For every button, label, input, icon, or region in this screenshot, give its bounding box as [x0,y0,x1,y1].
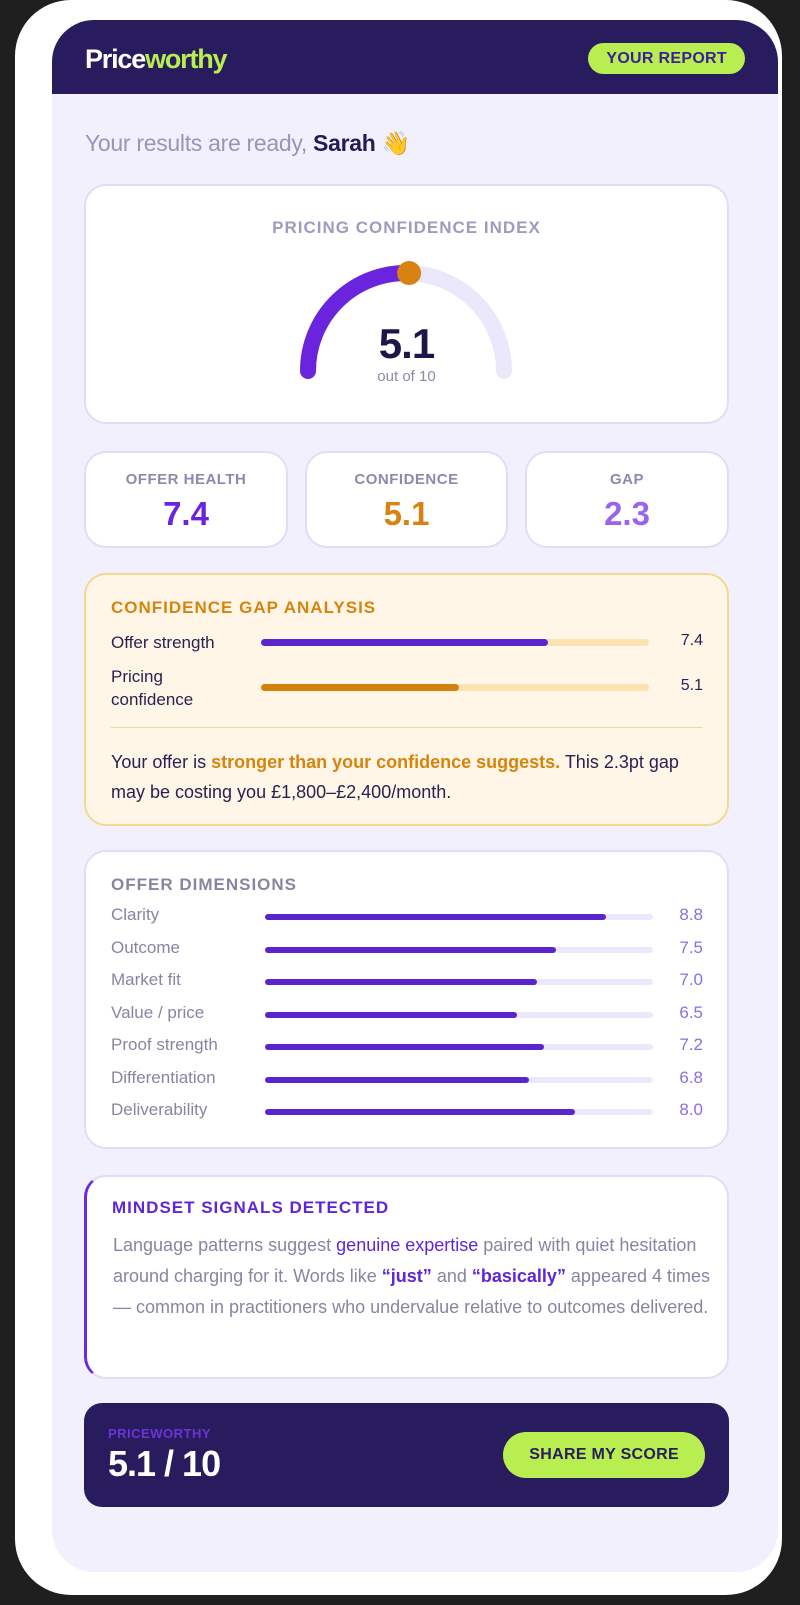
phone-frame: Priceworthy YOUR REPORT Your results are… [15,0,782,1595]
gap-divider [111,727,703,728]
dimension-value: 8.8 [679,905,703,924]
dimension-bar-fill [265,1109,576,1115]
gap-bar-fill [261,684,459,691]
dimension-bar-fill [265,914,607,920]
dimension-value: 7.5 [679,937,703,957]
share-my-score-button[interactable]: SHARE MY SCORE [503,1432,705,1478]
footer-brand: PRICEWORTHY [108,1426,211,1441]
gap-row-label: Pricing confidence [111,667,194,709]
stat-label: CONFIDENCE [354,471,459,488]
priceworthy-logo: Priceworthy [85,44,228,75]
dimension-label: Value / price [111,1002,205,1022]
dimension-bar-track [265,1076,653,1083]
stat-label: GAP [609,471,644,488]
stat-gap: GAP 2.3 [525,451,729,548]
offer-dimensions-card: OFFER DIMENSIONS Clarity 8.8 Outcome 7.5 Mar… [84,850,729,1149]
stat-confidence: CONFIDENCE 5.1 [305,451,508,548]
gap-bar-track [261,639,649,646]
dimension-value: 7.0 [679,970,703,989]
greeting: Your results are ready, Sarah 👋 [85,130,410,157]
mindset-quote: “basically” [471,1266,566,1286]
mindset-text: and [431,1266,472,1286]
pci-score: 5.1 [378,320,435,367]
dimension-value: 7.2 [679,1035,703,1054]
mindset-signals-card: MINDSET SIGNALS DETECTED Language patter… [84,1175,729,1379]
dimension-bar-fill [265,1076,529,1083]
gap-summary-text: Your offer is [111,752,212,772]
dimension-value: 6.8 [679,1067,703,1087]
gap-row-label: Offer strength [111,633,215,652]
pricing-confidence-card: PRICING CONFIDENCE INDEX 5.1 out of 10 [84,184,729,424]
score-footer: PRICEWORTHY 5.1 / 10 SHARE MY SCORE [84,1403,729,1507]
gap-row-value: 5.1 [680,677,703,694]
dimension-bar-fill [265,1044,545,1050]
stat-value: 7.4 [163,495,209,532]
gauge-knob [397,261,422,286]
dimension-bar-track [265,1011,653,1018]
mindset-text: paired with quiet hesitation around char… [113,1235,697,1286]
app-header: Priceworthy YOUR REPORT [52,20,778,94]
dimension-bar-fill [265,979,537,985]
greeting-text: Your results are ready, [85,130,307,156]
report-screen: Priceworthy YOUR REPORT Your results are… [52,20,778,1572]
gap-summary: Your offer is stronger than your confide… [111,747,706,807]
dimensions-title: OFFER DIMENSIONS [111,875,298,894]
stat-value: 2.3 [604,495,650,532]
mindset-text: appeared 4 times — common in practitione… [113,1266,711,1317]
mindset-text: Language patterns suggest [113,1235,337,1255]
dimension-bar-fill [265,946,556,953]
confidence-gap-card: CONFIDENCE GAP ANALYSIS Offer strength 7… [84,573,729,826]
gap-title: CONFIDENCE GAP ANALYSIS [111,598,377,617]
dimension-bar-fill [265,1011,518,1018]
wave-icon: 👋 [381,130,411,156]
stat-offer-health: OFFER HEALTH 7.4 [84,451,288,548]
your-report-badge: YOUR REPORT [588,43,745,74]
gap-summary-highlight: stronger than your confidence suggests. [211,752,561,772]
dimension-bar-track [265,1109,653,1115]
dimension-label: Proof strength [111,1035,218,1054]
dimension-value: 8.0 [679,1100,703,1119]
mindset-title: MINDSET SIGNALS DETECTED [112,1198,390,1217]
user-name: Sarah [313,130,376,156]
pci-max-label: out of 10 [377,368,436,385]
dimension-label: Differentiation [111,1067,216,1087]
dimension-label: Clarity [111,905,160,924]
mindset-quote: “just” [381,1266,432,1286]
gap-row-value: 7.4 [680,632,703,649]
dimension-value: 6.5 [679,1002,703,1022]
pci-title: PRICING CONFIDENCE INDEX [272,218,541,237]
stat-label: OFFER HEALTH [125,471,247,488]
dimension-bar-track [265,979,653,985]
footer-score: 5.1 / 10 [108,1443,221,1484]
stat-value: 5.1 [383,495,430,532]
dimension-label: Deliverability [111,1100,208,1119]
confidence-gauge [300,261,512,379]
logo-word-price: Price [85,44,146,74]
dimension-label: Outcome [111,937,180,957]
dimension-bar-track [265,914,653,920]
dimension-bar-track [265,946,653,953]
dimension-label: Market fit [111,970,181,989]
dimension-bar-track [265,1044,653,1050]
mindset-highlight: genuine expertise [336,1235,479,1255]
logo-word-worthy: worthy [145,44,228,74]
gauge-fill [300,265,418,379]
gap-bar-fill [261,639,549,646]
mindset-body: Language patterns suggest genuine expert… [113,1230,713,1323]
gap-summary-text: This 2.3pt gap may be costing you £1,800… [111,752,679,802]
gap-bar-track [261,684,649,691]
